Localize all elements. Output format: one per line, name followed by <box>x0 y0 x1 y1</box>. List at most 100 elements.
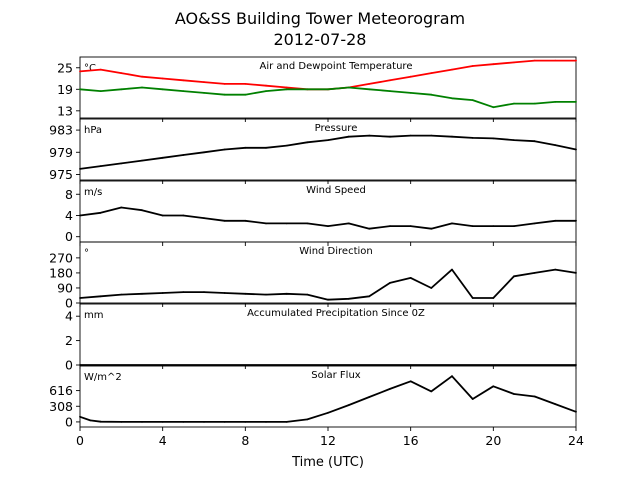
x-axis: 0 4 8 12 16 20 24 <box>76 433 584 448</box>
y-tick-label: 616 <box>49 383 73 398</box>
data-point <box>203 291 205 293</box>
x-tick-label: 16 <box>403 433 419 448</box>
data-point <box>182 291 185 293</box>
panel-title: Solar Flux <box>311 370 361 381</box>
data-point <box>513 102 515 105</box>
y-tick-label: 8 <box>65 187 73 202</box>
data-point <box>513 225 515 228</box>
data-point <box>327 298 329 301</box>
chart-title: AO&SS Building Tower Meteorogram <box>175 9 465 28</box>
data-point <box>120 206 123 209</box>
data-point <box>141 292 143 295</box>
data-point <box>409 92 412 94</box>
data-point <box>79 214 81 217</box>
data-point <box>533 222 536 225</box>
data-point <box>265 90 267 92</box>
data-point <box>203 217 205 220</box>
data-point <box>327 88 329 91</box>
data-point <box>575 219 577 222</box>
data-point <box>409 225 412 228</box>
data-point <box>471 297 474 299</box>
data-point <box>451 135 453 138</box>
x-axis-label: Time (UTC) <box>291 455 364 470</box>
x-tick-label: 8 <box>241 433 249 448</box>
data-point <box>223 292 226 294</box>
data-point <box>223 219 226 222</box>
panel-unit: °C <box>84 63 96 74</box>
data-point <box>389 135 391 138</box>
data-point <box>244 292 247 295</box>
data-point <box>182 421 185 423</box>
data-point <box>203 151 205 154</box>
data-point <box>492 137 495 140</box>
x-tick-label: 24 <box>568 433 584 448</box>
data-point <box>389 90 391 92</box>
data-point <box>161 214 164 217</box>
data-point <box>141 209 143 212</box>
data-point <box>368 227 371 230</box>
data-point <box>409 134 412 137</box>
data-point <box>575 101 577 103</box>
data-point <box>533 102 536 105</box>
x-tick-label: 20 <box>485 433 501 448</box>
data-point <box>244 146 247 149</box>
data-point <box>120 421 123 423</box>
data-point <box>347 222 350 225</box>
data-point <box>327 411 329 414</box>
data-point <box>554 268 557 271</box>
data-point <box>575 410 577 413</box>
y-tick-label: 979 <box>49 145 73 160</box>
data-point <box>430 72 433 74</box>
data-point <box>99 68 102 71</box>
series-line-2 <box>79 86 576 109</box>
panel-2: 975 979 983 hPa Pressure <box>49 118 577 184</box>
data-point <box>306 88 309 91</box>
data-point <box>451 222 453 225</box>
data-point <box>513 139 515 142</box>
panel-unit: W/m^2 <box>84 372 122 383</box>
data-point <box>430 287 433 289</box>
y-tick-label: 0 <box>65 358 73 373</box>
data-point <box>347 135 350 138</box>
data-point <box>141 159 143 162</box>
data-point <box>492 63 495 66</box>
data-point <box>306 418 309 421</box>
data-point <box>492 297 495 299</box>
data-point <box>120 162 123 165</box>
data-point <box>451 375 453 378</box>
data-point <box>265 293 267 296</box>
data-point <box>89 419 92 422</box>
data-point <box>554 101 557 103</box>
data-point <box>244 421 247 423</box>
x-tick-label: 0 <box>76 433 84 448</box>
data-point <box>409 277 412 279</box>
data-point <box>368 83 371 85</box>
y-tick-label: 983 <box>49 123 73 138</box>
data-point <box>79 415 81 418</box>
data-point <box>141 86 143 89</box>
data-point <box>471 398 474 400</box>
data-point <box>430 93 433 96</box>
data-point <box>471 137 474 139</box>
data-point <box>79 88 81 91</box>
x-tick-label: 4 <box>159 433 167 448</box>
data-point <box>161 421 164 423</box>
data-point <box>265 84 267 87</box>
data-point <box>120 88 123 91</box>
data-point <box>347 404 350 406</box>
data-point <box>389 79 391 82</box>
y-tick-label: 4 <box>65 309 73 324</box>
data-point <box>389 225 391 228</box>
panel-1: 13 19 25 °C Air and Dewpoint Temperature <box>57 56 577 122</box>
data-point <box>285 144 288 147</box>
y-tick-label: 308 <box>49 399 73 414</box>
data-point <box>347 297 350 300</box>
y-tick-label: 180 <box>49 265 73 280</box>
data-point <box>368 88 371 91</box>
data-point <box>306 222 309 225</box>
data-point <box>368 396 371 398</box>
data-point <box>575 59 577 62</box>
data-point <box>533 140 536 143</box>
